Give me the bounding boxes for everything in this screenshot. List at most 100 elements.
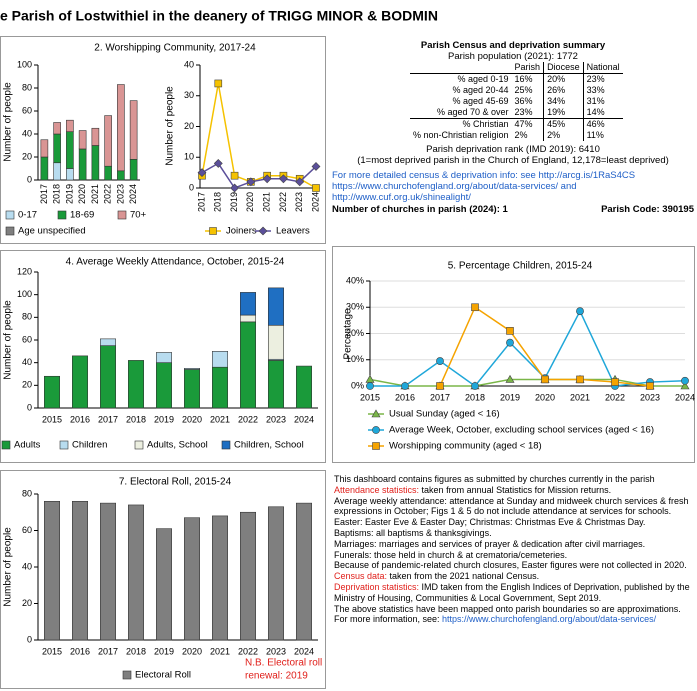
bar [100, 502, 117, 641]
y-tick-label: 20 [22, 151, 32, 161]
x-tick-label: 2022 [605, 392, 625, 402]
bar [184, 517, 201, 641]
bar [184, 369, 201, 409]
bar [240, 321, 257, 409]
panel [0, 36, 326, 244]
note-text: Funerals: those held in church & at crem… [334, 549, 568, 560]
y-tick-label: 0% [351, 380, 364, 390]
link[interactable]: https://www.churchofengland.org/about/da… [442, 614, 657, 625]
cell: 20% [543, 73, 584, 85]
x-tick-label: 2018 [465, 392, 485, 402]
link[interactable]: For more detailed census & deprivation i… [332, 170, 636, 181]
y-tick-label: 40 [184, 59, 194, 69]
x-tick-label: 2020 [182, 646, 202, 656]
note-text: This dashboard contains figures as submi… [334, 474, 655, 484]
cell: 16% [514, 74, 533, 84]
x-tick-label: 2017 [98, 414, 118, 424]
note-text: taken from the 2021 national Census. [387, 571, 540, 582]
x-tick-label: 2023 [266, 646, 286, 656]
y-tick-label: 10% [346, 354, 364, 364]
marker [506, 327, 514, 335]
legend-label: Adults, School [147, 440, 208, 451]
x-tick-label: 2017 [98, 646, 118, 656]
notes: This dashboard contains figures as submi… [334, 474, 694, 625]
y-tick-label: 10 [184, 152, 194, 162]
marker [681, 376, 689, 385]
bar [66, 119, 74, 132]
note-label: Attendance statistics: [334, 484, 420, 495]
y-axis-label: Number of people [3, 82, 14, 162]
bar [267, 324, 284, 360]
x-tick-label: 2016 [395, 392, 415, 402]
legend-swatch [57, 210, 67, 220]
x-tick-label: 2021 [210, 414, 230, 424]
legend-swatch [1, 440, 11, 450]
marker [471, 382, 479, 390]
cell: 14% [583, 107, 623, 119]
y-axis-label: Number of people [3, 300, 14, 380]
y-axis-label: Number of people [165, 86, 176, 166]
table-row: % aged 0-19 16% 20% 23% [410, 73, 623, 85]
bar [78, 148, 87, 181]
y-tick-label: 20 [184, 121, 194, 131]
parish-code: Parish Code: 390195 [601, 204, 694, 215]
x-tick-label: 2022 [238, 646, 258, 656]
x-tick-label: 2021 [210, 646, 230, 656]
y-tick-label: 20% [346, 328, 364, 338]
legend-swatch [5, 210, 15, 220]
marker [505, 374, 515, 383]
marker [436, 382, 444, 390]
marker [311, 162, 321, 171]
bar [40, 139, 49, 158]
bar [72, 355, 89, 409]
note: Funerals: those held in church & at crem… [334, 550, 694, 561]
y-tick-label: 20 [22, 598, 32, 608]
table-row: % aged 45-69 36% 34% 31% [410, 96, 623, 107]
x-tick-label: 2019 [500, 392, 520, 402]
y-tick-label: 60 [22, 105, 32, 115]
x-tick-label: 2018 [52, 184, 62, 204]
note-label: Census data: [334, 571, 388, 582]
y-tick-label: 80 [22, 488, 32, 498]
table-row: % non-Christian religion 2% 2% 11% [410, 130, 623, 141]
table-header: Parish Diocese National [410, 62, 623, 74]
y-tick-label: 40 [22, 128, 32, 138]
y-tick-label: 40 [22, 561, 32, 571]
legend-label: Usual Sunday (aged < 16) [389, 409, 500, 420]
cell: 47% [514, 119, 533, 129]
note-text: IMD taken from the English Indices of De… [334, 581, 690, 603]
cell: 33% [586, 85, 605, 95]
bar [100, 345, 117, 409]
marker [471, 303, 479, 312]
legend-swatch [134, 440, 144, 450]
note-text: For more information, see: [334, 614, 443, 625]
bar [212, 351, 229, 368]
x-tick-label: 2020 [535, 392, 555, 402]
note: The above statistics have been mapped on… [334, 604, 694, 615]
bar [91, 145, 100, 181]
link[interactable]: https://www.churchofengland.org/about/da… [332, 181, 577, 192]
marker [576, 307, 584, 316]
legend-label: 70+ [130, 210, 147, 221]
y-tick-label: 30% [346, 302, 364, 312]
marker [680, 381, 690, 390]
column-header: Parish [511, 62, 544, 74]
bar [43, 375, 60, 409]
x-tick-label: 2023 [115, 184, 125, 204]
x-tick-label: 2024 [310, 192, 320, 212]
link[interactable]: http://www.cuf.org.uk/shinealight/ [332, 192, 471, 203]
marker [371, 409, 381, 418]
bar [104, 115, 112, 167]
chart-title: 4. Average Weekly Attendance, October, 2… [66, 257, 285, 268]
marker [295, 177, 305, 187]
cell: 2% [514, 130, 528, 140]
marker [279, 174, 288, 184]
marker [506, 338, 514, 347]
bar [267, 506, 284, 641]
marker [230, 171, 239, 180]
bar [78, 130, 87, 150]
y-tick-label: 0 [27, 174, 32, 184]
legend-swatch [59, 440, 69, 450]
row-label: % aged 0-19 [457, 74, 509, 84]
marker [611, 378, 619, 386]
